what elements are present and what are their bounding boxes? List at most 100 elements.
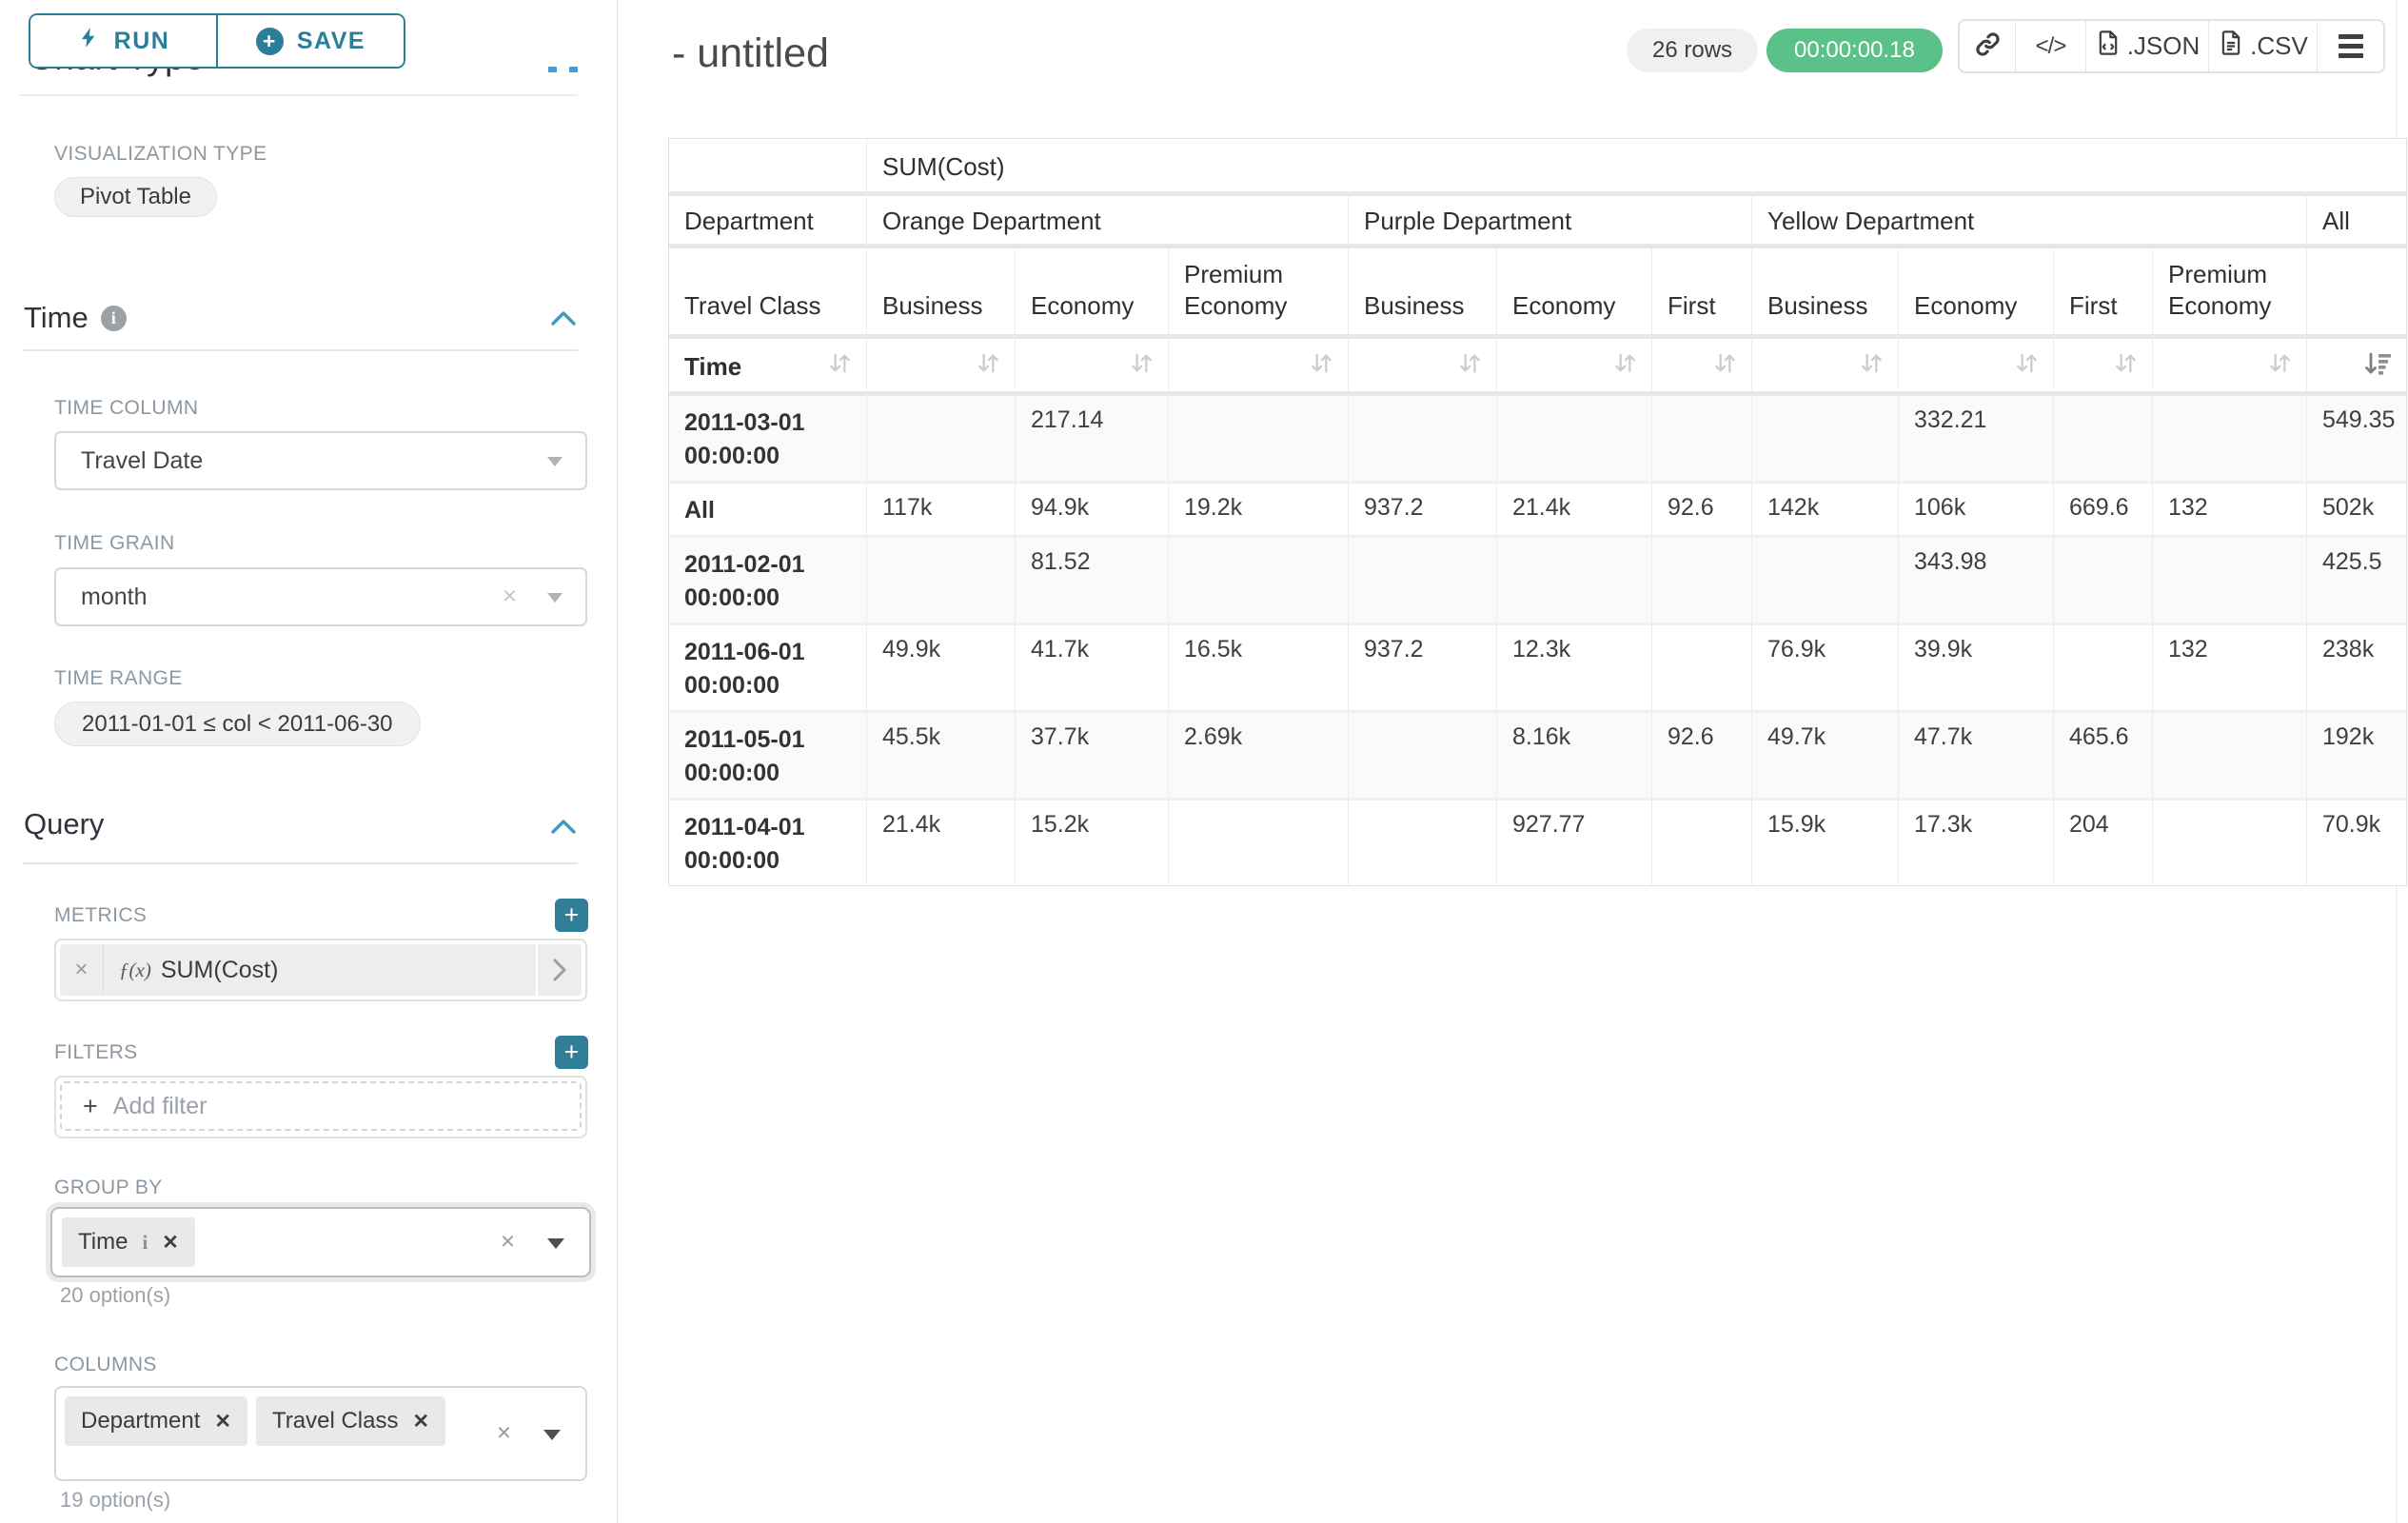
group-by-options-hint: 20 option(s)	[60, 1283, 171, 1307]
chip-remove-icon[interactable]: ✕	[412, 1410, 430, 1433]
value-cell: 927.77	[1497, 801, 1652, 885]
info-icon[interactable]: i	[100, 305, 127, 331]
value-cell: 132	[2153, 484, 2307, 538]
collapse-chevron-icon[interactable]	[550, 310, 577, 332]
value-cell: 37.7k	[1016, 713, 1169, 801]
value-cell: 19.2k	[1169, 484, 1349, 538]
value-cell: 15.9k	[1752, 801, 1899, 885]
value-cell	[1169, 801, 1349, 885]
time-section-header: Time i	[24, 301, 127, 335]
columns-select[interactable]: Department ✕ Travel Class ✕ ×	[54, 1386, 587, 1481]
export-toolbar: </> .JSON .CSV	[1958, 19, 2385, 73]
value-cell	[1349, 713, 1497, 801]
sort-toggle-icon[interactable]	[1457, 350, 1483, 383]
clear-all-icon[interactable]: ×	[496, 1417, 511, 1447]
sort-toggle-icon[interactable]	[976, 350, 1001, 383]
table-row: 2011-04-01 00:00:00 21.4k 15.2k 927.77 15.9k…	[669, 801, 2407, 885]
more-options-button[interactable]	[2317, 21, 2383, 71]
chip-remove-icon[interactable]: ✕	[214, 1410, 231, 1433]
sort-toggle-icon[interactable]	[1309, 350, 1334, 383]
viz-type-pill[interactable]: Pivot Table	[54, 177, 217, 217]
metric-chip[interactable]: × ƒ(x) SUM(Cost)	[60, 944, 582, 996]
value-cell: 70.9k	[2307, 801, 2407, 885]
time-range-pill[interactable]: 2011-01-01 ≤ col < 2011-06-30	[54, 702, 421, 746]
sort-toggle-icon[interactable]	[1129, 350, 1155, 383]
sort-cell	[1899, 339, 2054, 396]
group-by-chips: Time i ✕	[62, 1217, 195, 1267]
export-json-button[interactable]: .JSON	[2085, 21, 2208, 71]
sort-toggle-icon[interactable]	[1859, 350, 1885, 383]
sort-toggle-icon[interactable]	[1612, 350, 1638, 383]
value-cell	[2054, 625, 2153, 713]
chevron-down-icon	[547, 593, 563, 603]
dimension-chip[interactable]: Time i ✕	[62, 1217, 195, 1267]
time-grain-select[interactable]: month ×	[54, 567, 587, 626]
filters-container: + Add filter	[54, 1076, 587, 1138]
pivot-corner-cell	[669, 139, 867, 196]
value-cell: 937.2	[1349, 625, 1497, 713]
value-cell	[2153, 396, 2307, 484]
group-by-select[interactable]: Time i ✕ ×	[50, 1207, 591, 1277]
chip-remove-icon[interactable]: ✕	[162, 1231, 179, 1254]
value-cell: 15.2k	[1016, 801, 1169, 885]
sort-desc-icon[interactable]	[2363, 350, 2393, 384]
value-cell	[1349, 396, 1497, 484]
column-dimension-label: Department	[669, 196, 867, 248]
value-cell: 549.35	[2307, 396, 2407, 484]
dimension-chip[interactable]: Department ✕	[65, 1396, 247, 1446]
time-column-select[interactable]: Travel Date	[54, 431, 587, 490]
chevron-right-icon[interactable]	[536, 944, 582, 996]
dimension-chip[interactable]: Travel Class ✕	[256, 1396, 446, 1446]
chevron-down-icon	[543, 1430, 561, 1440]
section-divider	[23, 349, 578, 351]
chip-label: Department	[81, 1408, 201, 1434]
value-cell	[1349, 801, 1497, 885]
run-button[interactable]: RUN	[30, 15, 216, 67]
value-cell	[1169, 396, 1349, 484]
value-cell: 343.98	[1899, 538, 2054, 625]
sort-toggle-icon[interactable]	[2113, 350, 2139, 383]
travel-class-header: Business	[867, 248, 1016, 339]
sort-toggle-icon[interactable]	[1712, 350, 1738, 383]
sort-toggle-icon[interactable]	[2267, 350, 2293, 383]
chart-title[interactable]: - untitled	[672, 30, 829, 76]
save-button[interactable]: + SAVE	[216, 15, 404, 67]
copy-link-button[interactable]	[1960, 21, 2015, 71]
value-cell: 142k	[1752, 484, 1899, 538]
table-row: 2011-02-01 00:00:00 81.52 343.98 425.5	[669, 538, 2407, 625]
export-csv-button[interactable]: .CSV	[2208, 21, 2317, 71]
row-label-cell: 2011-03-01 00:00:00	[669, 396, 867, 484]
value-cell	[1169, 538, 1349, 625]
add-metric-button[interactable]: +	[555, 899, 588, 932]
row-label-cell: 2011-04-01 00:00:00	[669, 801, 867, 885]
code-icon: </>	[2035, 32, 2067, 59]
columns-options-hint: 19 option(s)	[60, 1488, 171, 1512]
add-filter-plus-button[interactable]: +	[555, 1036, 588, 1069]
travel-class-header: Premium Economy	[1169, 248, 1349, 339]
chevron-down-icon	[547, 1238, 564, 1249]
clear-all-icon[interactable]: ×	[500, 1226, 515, 1256]
value-cell: 238k	[2307, 625, 2407, 713]
value-cell	[1652, 801, 1752, 885]
sort-cell	[2054, 339, 2153, 396]
metric-header-cell: SUM(Cost)	[867, 139, 2407, 196]
clear-icon[interactable]: ×	[502, 581, 517, 610]
travel-class-header	[2307, 248, 2407, 339]
sort-toggle-icon[interactable]	[2014, 350, 2040, 383]
remove-metric-icon[interactable]: ×	[60, 944, 104, 996]
travel-class-header: Economy	[1016, 248, 1169, 339]
chip-label: Time	[78, 1229, 128, 1255]
collapse-chevron-icon[interactable]	[550, 819, 577, 841]
department-group-header: All	[2307, 196, 2407, 248]
table-row: All 117k 94.9k 19.2k 937.2 21.4k 92.6 142k 106k 6…	[669, 484, 2407, 538]
sort-toggle-icon[interactable]	[827, 350, 853, 383]
value-cell: 49.7k	[1752, 713, 1899, 801]
metrics-container: × ƒ(x) SUM(Cost)	[54, 939, 587, 1001]
travel-class-header: Business	[1752, 248, 1899, 339]
view-query-button[interactable]: </>	[2015, 21, 2085, 71]
table-row: 2011-06-01 00:00:00 49.9k 41.7k 16.5k 937.2 1…	[669, 625, 2407, 713]
row-label-cell: All	[669, 484, 867, 538]
row-count-badge: 26 rows	[1627, 29, 1759, 72]
add-filter-button[interactable]: + Add filter	[60, 1081, 582, 1131]
file-csv-icon	[2218, 30, 2244, 63]
